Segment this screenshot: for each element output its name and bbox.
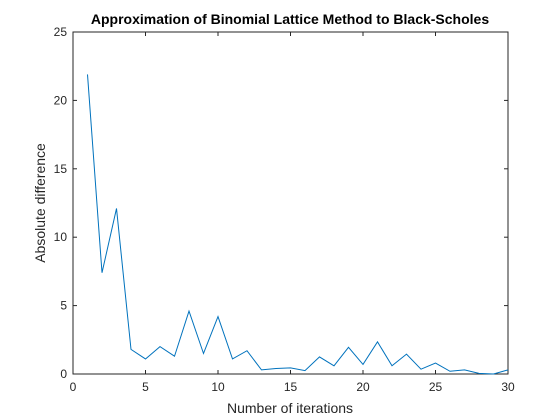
y-axis-label: Absolute difference: [32, 143, 48, 263]
x-axis-ticks: 0 5 10 15 20 25 30: [70, 32, 515, 394]
plot-area: 0 5 10 15 20 25 30 0 5 10 15 20 25: [54, 25, 515, 394]
chart-title: Approximation of Binomial Lattice Method…: [91, 11, 489, 27]
x-tick-label: 20: [356, 380, 370, 394]
y-tick-label: 5: [60, 299, 67, 313]
y-tick-label: 10: [54, 230, 68, 244]
x-tick-label: 25: [429, 380, 443, 394]
y-tick-label: 15: [54, 162, 68, 176]
x-tick-label: 15: [284, 380, 298, 394]
x-tick-label: 10: [211, 380, 225, 394]
x-tick-label: 5: [142, 380, 149, 394]
x-tick-label: 0: [70, 380, 77, 394]
x-axis-label: Number of iterations: [227, 400, 353, 416]
x-tick-label: 30: [501, 380, 515, 394]
y-tick-label: 0: [60, 367, 67, 381]
y-tick-label: 25: [54, 25, 68, 39]
y-axis-ticks: 0 5 10 15 20 25: [54, 25, 508, 381]
axes-box: [72, 31, 509, 375]
y-tick-label: 20: [54, 93, 68, 107]
series-line: [87, 74, 509, 375]
